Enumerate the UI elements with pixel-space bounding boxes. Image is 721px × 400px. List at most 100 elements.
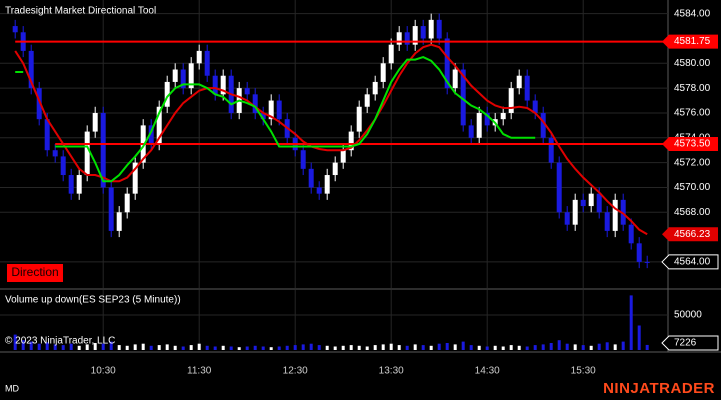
volume-bar [453, 344, 457, 350]
indicator-tag-label: 4566.23 [674, 229, 711, 240]
level-tag-marker [662, 34, 718, 49]
chart-title: Tradesight Market Directional Tool [5, 6, 156, 17]
candle-body [372, 81, 378, 95]
candle-body [36, 88, 42, 120]
volume-bar [373, 345, 377, 350]
volume-bar [53, 344, 57, 350]
volume-bar [165, 344, 169, 350]
candle-body [164, 81, 170, 107]
candle-body [148, 125, 154, 144]
candle-body [156, 106, 162, 144]
candle-body [84, 131, 90, 176]
candle-body [212, 75, 218, 95]
volume-bar [213, 346, 217, 350]
brand-logo: NINJATRADER [603, 380, 715, 397]
candle-body [612, 199, 618, 231]
volume-bar [93, 342, 97, 350]
volume-bar [45, 342, 49, 350]
candle-body [316, 187, 322, 194]
candle-body [364, 94, 370, 107]
volume-bar [221, 345, 225, 350]
candle-body [108, 187, 114, 231]
y-tick-label: 4580.00 [674, 58, 711, 69]
volume-bar [541, 344, 545, 350]
level-tag-label: 4581.75 [674, 36, 711, 47]
volume-tag-label: 7226 [674, 338, 697, 349]
direction-label: Direction [11, 265, 58, 279]
y-tick-label: 4572.00 [674, 157, 711, 168]
candle-body [244, 88, 250, 95]
candle-body [404, 32, 410, 45]
candle-body [12, 26, 18, 33]
volume-title: Volume up down(ES SEP23 (5 Minute)) [5, 295, 181, 306]
candle-body [268, 100, 274, 120]
volume-bar [237, 347, 241, 350]
volume-bar [533, 345, 537, 350]
volume-bar [605, 342, 609, 350]
candle-body [196, 50, 202, 64]
volume-bar [85, 344, 89, 350]
candle-body [76, 175, 82, 194]
candle-body [564, 212, 570, 225]
volume-bar [389, 343, 393, 350]
candle-body [332, 162, 338, 176]
volume-bar [485, 346, 489, 350]
x-tick-label: 11:30 [187, 366, 212, 377]
indicator-line [14, 43, 648, 236]
candle-body [300, 150, 306, 169]
candle-body [580, 199, 586, 207]
candle-body [548, 137, 554, 163]
volume-bar [333, 346, 337, 350]
candle-body [436, 19, 442, 39]
candle-body [260, 112, 266, 120]
volume-bar [141, 343, 145, 350]
volume-bar [365, 346, 369, 350]
copyright: © 2023 NinjaTrader, LLC [5, 336, 115, 347]
candle-body [348, 131, 354, 151]
volume-bar [29, 341, 33, 350]
volume-bar [245, 346, 249, 350]
candle-body [524, 75, 530, 101]
volume-bar [21, 340, 25, 350]
volume-bar [629, 295, 633, 350]
candle-body [204, 50, 210, 76]
candle-body [324, 175, 330, 194]
candle-body [220, 75, 226, 95]
volume-bar [149, 345, 153, 350]
candle-body [172, 69, 178, 82]
volume-bar [381, 344, 385, 350]
volume-bar [613, 344, 617, 350]
candle-body [252, 94, 258, 113]
candle-body [132, 162, 138, 194]
candle-body [444, 38, 450, 89]
candle-body [380, 63, 386, 82]
candle-body [476, 112, 482, 138]
volume-bar [349, 345, 353, 350]
volume-bar [517, 345, 521, 350]
volume-bar [549, 342, 553, 350]
volume-bar [597, 343, 601, 350]
volume-bar [573, 344, 577, 350]
candle-body [628, 224, 634, 244]
volume-bar [181, 346, 185, 350]
volume-bar [117, 345, 121, 350]
indicator-tag-marker [662, 227, 718, 242]
candle-body [484, 112, 490, 126]
indicator-line [15, 56, 536, 183]
candle-body [604, 212, 610, 231]
volume-bar [61, 345, 65, 350]
volume-bar [133, 344, 137, 350]
volume-bar [493, 345, 497, 350]
volume-bar [413, 344, 417, 350]
volume-bar [509, 345, 513, 350]
volume-bar [421, 345, 425, 350]
candle-body [412, 26, 418, 45]
volume-bar [397, 345, 401, 350]
volume-bar [525, 346, 529, 350]
candle-body [188, 63, 194, 89]
candle-body [388, 44, 394, 64]
volume-bar [325, 345, 329, 350]
candle-body [276, 100, 282, 120]
volume-bar [101, 343, 105, 350]
